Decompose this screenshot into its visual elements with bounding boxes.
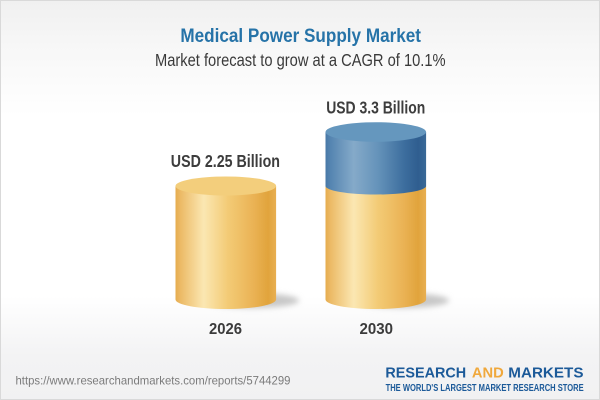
svg-text:2026: 2026 <box>209 321 242 338</box>
svg-text:2030: 2030 <box>360 321 394 338</box>
svg-text:RESEARCH AND MARKETS: RESEARCH AND MARKETS <box>385 364 583 381</box>
svg-text:Medical Power Supply Market: Medical Power Supply Market <box>180 25 421 47</box>
svg-text:Market forecast to grow at a C: Market forecast to grow at a CAGR of 10.… <box>155 50 446 70</box>
svg-text:USD 3.3 Billion: USD 3.3 Billion <box>326 98 425 118</box>
svg-text:USD 2.25 Billion: USD 2.25 Billion <box>171 151 280 171</box>
svg-text:https://www.researchandmarkets: https://www.researchandmarkets.com/repor… <box>16 375 291 388</box>
svg-text:THE WORLD'S LARGEST MARKET RES: THE WORLD'S LARGEST MARKET RESEARCH STOR… <box>386 383 584 394</box>
